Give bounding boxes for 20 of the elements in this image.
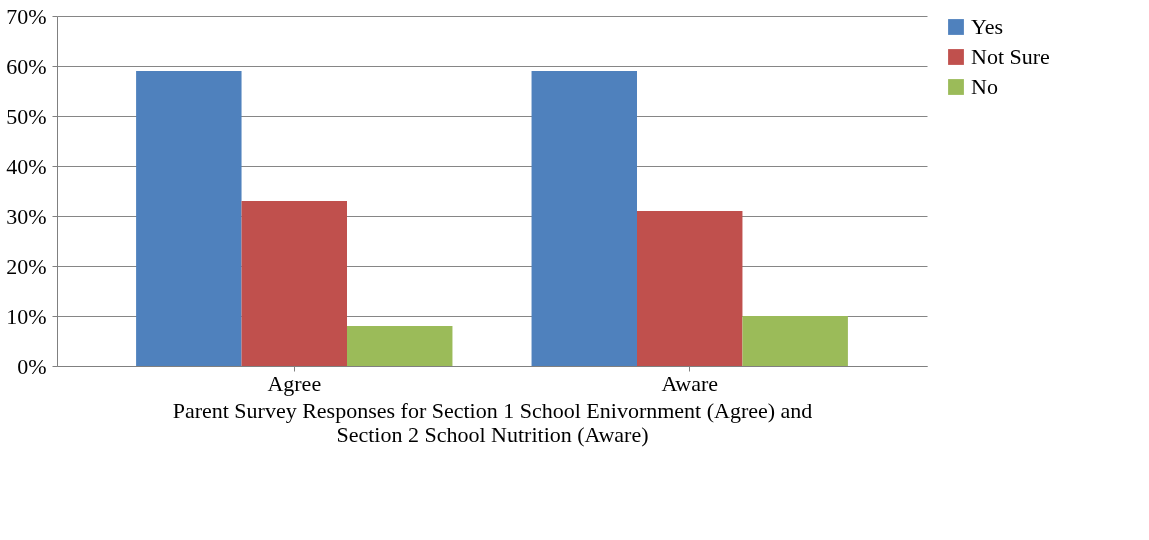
x-axis-title: Parent Survey Responses for Section 1 School Enivornment (Agree) and Section 2 School Nutrition (Aware) [172, 397, 813, 447]
bar [136, 71, 242, 366]
y-tick-label: 0% [17, 353, 47, 379]
bar [241, 201, 347, 366]
bar [637, 211, 743, 366]
y-tick-label: 50% [6, 103, 47, 129]
legend-label: Not Sure [971, 44, 1050, 69]
y-tick-label: 30% [6, 203, 47, 229]
legend-label: No [971, 74, 998, 99]
bar [742, 316, 848, 366]
bar [347, 326, 453, 366]
legend-label: Yes [971, 14, 1004, 39]
x-tick-label: Aware [661, 370, 719, 396]
y-tick-label: 10% [6, 303, 47, 329]
y-tick-label: 70% [6, 3, 47, 29]
bar [531, 71, 637, 366]
y-tick-label: 20% [6, 253, 47, 279]
x-tick-label: Agree [267, 370, 322, 396]
y-tick-label: 60% [6, 53, 47, 79]
y-tick-label: 40% [6, 153, 47, 179]
